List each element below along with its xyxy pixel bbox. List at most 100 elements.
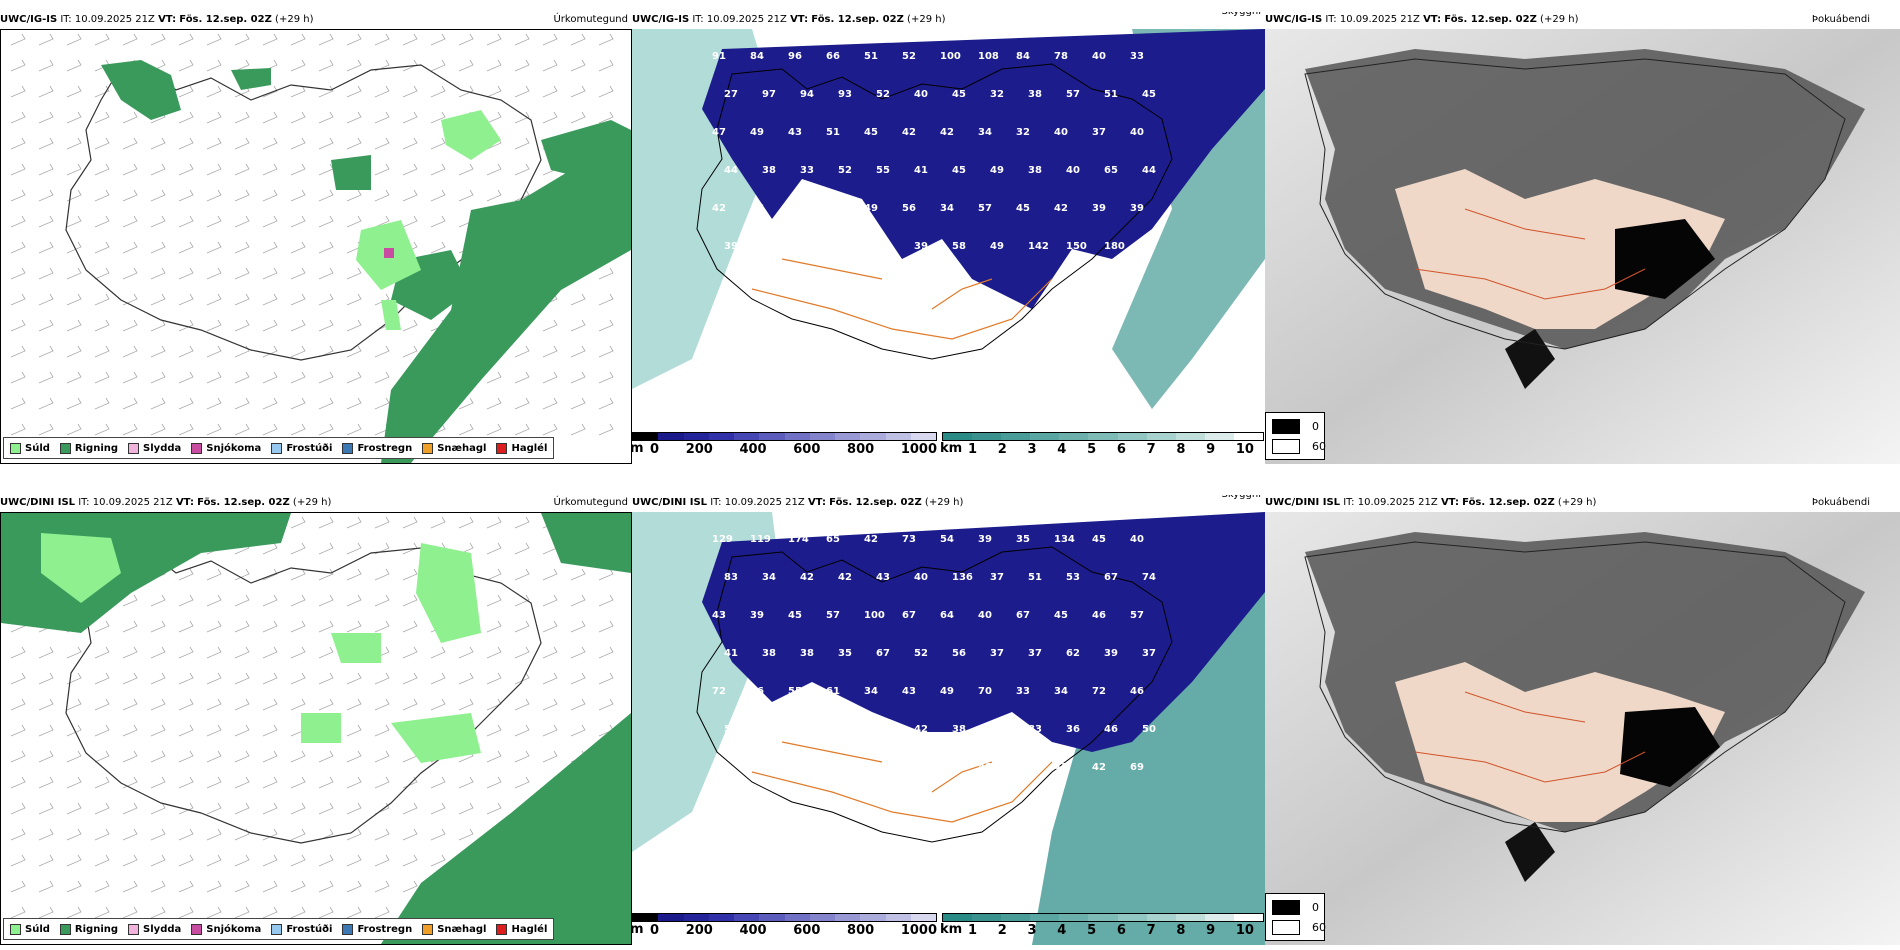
wind-barb [178,267,194,280]
precip-panel-row2: UWC/DINI ISL IT: 10.09.2025 21Z VT: Fös.… [0,495,632,945]
wind-barb [542,85,558,98]
wind-barb [430,59,446,72]
wind-barb [122,724,138,737]
wind-barb [206,163,222,176]
legend-swatch [10,923,21,935]
wind-barb [94,163,110,176]
wind-barb [374,215,390,228]
visibility-value: 52 [1142,241,1156,252]
wind-barb [66,33,82,46]
visibility-value: 38 [1028,89,1042,100]
colorbar-tick: 600 [793,923,821,938]
wind-barb [374,698,390,711]
wind-barb [290,516,306,529]
wind-barb [346,698,362,711]
wind-barb [38,241,54,254]
legend-swatch [496,923,508,935]
colorbar-segment [1146,433,1176,440]
colorbar-segment [683,914,709,921]
visibility-value: 42 [902,127,916,138]
wind-barb [66,750,82,763]
it-label: IT: [1343,497,1355,508]
wind-barb [150,750,166,763]
wind-barb [374,906,390,919]
valid-time: Fös. 12.sep. 02Z [1462,497,1555,508]
wind-barb [346,345,362,358]
precip-map: Súld Rigning Slydda Snjókoma Frostúði Frostre… [0,512,632,945]
wind-barb [486,724,502,737]
wind-barb [122,880,138,893]
wind-barb [430,516,446,529]
visibility-value: 83 [724,572,738,583]
wind-barb [514,423,530,436]
wind-barb [150,137,166,150]
wind-barb [262,620,278,633]
snow-spot [384,248,394,258]
visibility-value: 41 [724,648,738,659]
visibility-value: 43 [788,127,802,138]
wind-barb [542,111,558,124]
wind-barb [430,111,446,124]
wind-barb [66,189,82,202]
wind-barb [290,880,306,893]
init-time: 10.09.2025 21Z [92,497,173,508]
wind-barb [374,568,390,581]
wind-barb [234,189,250,202]
wind-barb [38,672,54,685]
colorbar-tick: 10 [1235,923,1254,938]
visibility-value: 46 [1104,724,1118,735]
wind-barb [94,137,110,150]
precip-legend: Súld Rigning Slydda Snjókoma Frostúði Frostre… [3,918,555,940]
wind-barb [66,163,82,176]
wind-barb [514,516,530,529]
visibility-value: 100 [940,51,961,62]
visibility-value: 39 [978,534,992,545]
wind-barb [598,345,614,358]
wind-barb [178,423,194,436]
wind-barb [66,646,82,659]
it-label: IT: [78,497,90,508]
colorbar-segment [1175,914,1205,921]
visibility-value: 67 [902,610,916,621]
visibility-value: 48 [826,762,840,773]
wind-barb [374,516,390,529]
visibility-value: 78 [1054,51,1068,62]
wind-barb [10,802,26,815]
precip-map-svg [1,513,631,944]
wind-barb [346,724,362,737]
visibility-value: 44 [724,165,738,176]
wind-barb [150,906,166,919]
wind-barb [598,646,614,659]
wind-barb [10,724,26,737]
wind-barb [234,724,250,737]
wind-barb [38,267,54,280]
wind-barb [38,906,54,919]
wind-barb [262,646,278,659]
wind-barb [206,776,222,789]
wind-barb [38,397,54,410]
legend-swatch [342,442,354,454]
visibility-value: 39 [1092,203,1106,214]
wind-barb [402,646,418,659]
wind-barb [38,750,54,763]
wind-barb [346,542,362,555]
wind-barb [66,85,82,98]
wind-barb [10,672,26,685]
wind-barb [206,594,222,607]
wind-barb [486,750,502,763]
visibility-value: 94 [800,89,814,100]
wind-barb [570,371,586,384]
wind-barb [318,854,334,867]
colorbar-tick: 3 [1027,442,1037,457]
wind-barb [346,854,362,867]
legend-label: Slydda [143,442,182,454]
visibility-value: 39 [914,241,928,252]
wind-barb [38,345,54,358]
wind-barb [178,163,194,176]
fog-legend-swatch [1272,419,1300,434]
wind-barb [38,189,54,202]
precip-map-svg [10,33,631,463]
visibility-value: 40 [1130,127,1144,138]
legend-item: Snæhagl [422,923,486,935]
visibility-value: 119 [750,534,771,545]
